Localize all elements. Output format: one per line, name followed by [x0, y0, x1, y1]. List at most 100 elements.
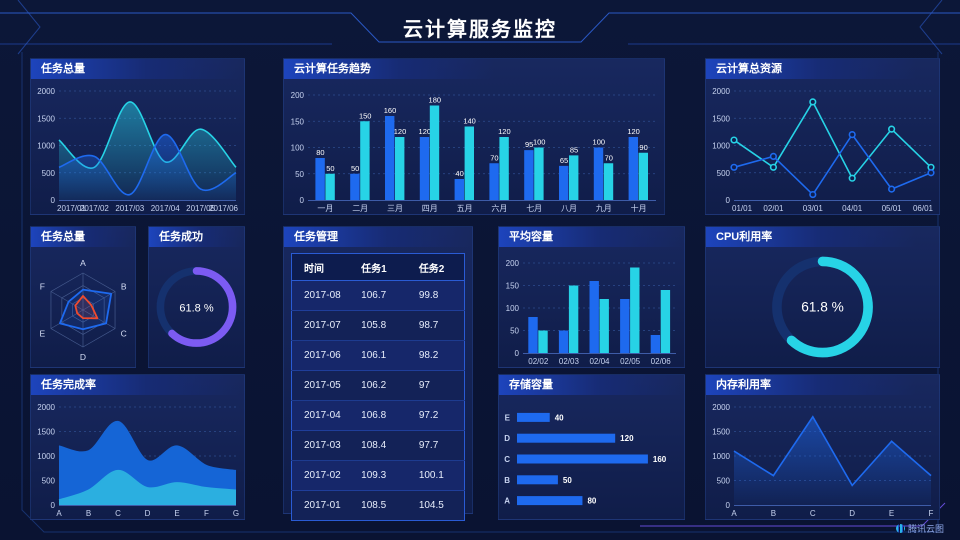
svg-text:1500: 1500 [712, 114, 730, 123]
panel-title-task-management: 任务管理 [284, 227, 472, 247]
svg-text:C: C [121, 328, 127, 338]
panel-task-success: 任务成功 61.8 % [148, 226, 245, 368]
task-success-gauge: 61.8 % [149, 247, 244, 367]
svg-text:120: 120 [498, 127, 511, 136]
tasks-total-area-chart: 0 500 1000 1500 2000 2017/01 2017/02 2017/03 201… [31, 79, 244, 214]
svg-text:九月: 九月 [596, 204, 612, 213]
table-cell: 106.7 [349, 280, 407, 311]
panel-title-avg-capacity: 平均容量 [499, 227, 684, 247]
svg-text:500: 500 [42, 169, 56, 178]
table-row: 2017-07 105.8 98.7 [291, 310, 465, 341]
panel-task-management: 任务管理 时间 任务1 任务2 2017-08 106.7 99.8 2017-07 105… [283, 226, 473, 521]
panel-title-tasks-radar: 任务总量 [31, 227, 135, 247]
svg-text:三月: 三月 [387, 204, 403, 213]
svg-text:E: E [39, 328, 45, 338]
svg-text:80: 80 [316, 148, 324, 157]
svg-text:0: 0 [726, 501, 731, 510]
svg-text:65: 65 [560, 156, 568, 165]
panel-title-task-trend: 云计算任务趋势 [284, 59, 494, 79]
table-cell: 106.1 [349, 340, 407, 371]
panel-memory-usage: 内存利用率 0 500 1000 1500 2000 A B C D E F [705, 374, 940, 520]
svg-text:200: 200 [291, 91, 305, 100]
svg-text:05/01: 05/01 [882, 204, 903, 213]
table-cell: 98.7 [406, 310, 465, 341]
svg-text:70: 70 [490, 153, 498, 162]
svg-text:0: 0 [515, 349, 520, 358]
svg-text:04/01: 04/01 [842, 204, 863, 213]
svg-text:50: 50 [510, 327, 519, 336]
table-row: 2017-04 106.8 97.2 [291, 400, 465, 431]
panel-completion-rate: 任务完成率 0 500 1000 1500 2000 A B C D E F G [30, 374, 245, 520]
cpu-usage-gauge: 61.8 % [706, 247, 939, 367]
panel-avg-capacity: 平均容量 0 50 100 150 200 02/02 02/03 02/04 02/05 02/… [498, 226, 685, 368]
svg-text:02/05: 02/05 [620, 357, 641, 366]
svg-text:02/04: 02/04 [589, 357, 610, 366]
svg-text:40: 40 [555, 413, 564, 422]
svg-text:140: 140 [463, 117, 476, 126]
svg-text:E: E [174, 509, 179, 518]
svg-text:2000: 2000 [37, 403, 55, 412]
svg-text:500: 500 [717, 169, 731, 178]
table-cell: 2017-07 [291, 310, 350, 341]
svg-text:F: F [204, 509, 209, 518]
svg-text:50: 50 [563, 476, 572, 485]
svg-text:D: D [145, 509, 151, 518]
table-row: 2017-06 106.1 98.2 [291, 340, 465, 371]
svg-text:E: E [505, 413, 511, 422]
svg-text:D: D [504, 434, 510, 443]
svg-text:1500: 1500 [37, 114, 55, 123]
svg-text:120: 120 [419, 127, 432, 136]
panel-title-storage-capacity: 存储容量 [499, 375, 684, 395]
panel-title-completion-rate: 任务完成率 [31, 375, 241, 395]
svg-text:06/01: 06/01 [913, 204, 934, 213]
svg-text:2000: 2000 [712, 403, 730, 412]
table-header-row: 时间 任务1 任务2 [291, 253, 465, 281]
svg-text:D: D [849, 509, 855, 518]
svg-text:80: 80 [587, 497, 596, 506]
table-cell: 97 [406, 370, 465, 401]
table-cell: 2017-04 [291, 400, 350, 431]
table-row: 2017-05 106.2 97 [291, 370, 465, 401]
svg-text:二月: 二月 [352, 204, 368, 213]
svg-text:A: A [56, 509, 62, 518]
table-cell: 108.5 [349, 490, 407, 521]
table-cell: 106.8 [349, 400, 407, 431]
table-header-cell: 时间 [291, 253, 350, 281]
panel-tasks-radar: 任务总量 A B C D E F [30, 226, 136, 368]
table-cell: 97.7 [406, 430, 465, 461]
svg-text:120: 120 [394, 127, 407, 136]
table-cell: 100.1 [406, 460, 465, 491]
memory-usage-line-chart: 0 500 1000 1500 2000 A B C D E F [706, 395, 939, 519]
storage-capacity-hbar-chart: E 40 D 120 C 160 B 50 A 80 [499, 395, 684, 519]
panel-title-total-resources: 云计算总资源 [706, 59, 916, 79]
table-cell: 108.4 [349, 430, 407, 461]
panel-title-memory-usage: 内存利用率 [706, 375, 916, 395]
table-cell: 2017-06 [291, 340, 350, 371]
table-cell: 97.2 [406, 400, 465, 431]
svg-text:500: 500 [717, 477, 731, 486]
panel-task-trend: 云计算任务趋势 0 50 100 150 200 一月 二月 三月 四月 五月 六月 七月 八月 九月 十月… [283, 58, 665, 215]
svg-text:十月: 十月 [631, 203, 647, 213]
panel-title-tasks-total: 任务总量 [31, 59, 241, 79]
svg-text:一月: 一月 [317, 204, 333, 213]
task-table-body: 2017-08 106.7 99.8 2017-07 105.8 98.7 2017-06 1… [291, 280, 465, 521]
svg-text:1000: 1000 [37, 452, 55, 461]
svg-text:200: 200 [506, 259, 520, 268]
svg-text:180: 180 [429, 96, 442, 105]
svg-text:1000: 1000 [37, 142, 55, 151]
svg-text:160: 160 [653, 455, 667, 464]
table-cell: 2017-08 [291, 280, 350, 311]
svg-text:50: 50 [295, 170, 304, 179]
table-cell: 98.2 [406, 340, 465, 371]
svg-text:100: 100 [593, 138, 606, 147]
svg-text:D: D [80, 352, 86, 362]
svg-text:B: B [771, 509, 776, 518]
svg-text:2000: 2000 [712, 87, 730, 96]
svg-text:1000: 1000 [712, 452, 730, 461]
tasks-radar-chart: A B C D E F [31, 247, 135, 367]
svg-text:六月: 六月 [491, 203, 507, 213]
table-row: 2017-03 108.4 97.7 [291, 430, 465, 461]
svg-text:A: A [80, 258, 86, 268]
table-cell: 2017-05 [291, 370, 350, 401]
